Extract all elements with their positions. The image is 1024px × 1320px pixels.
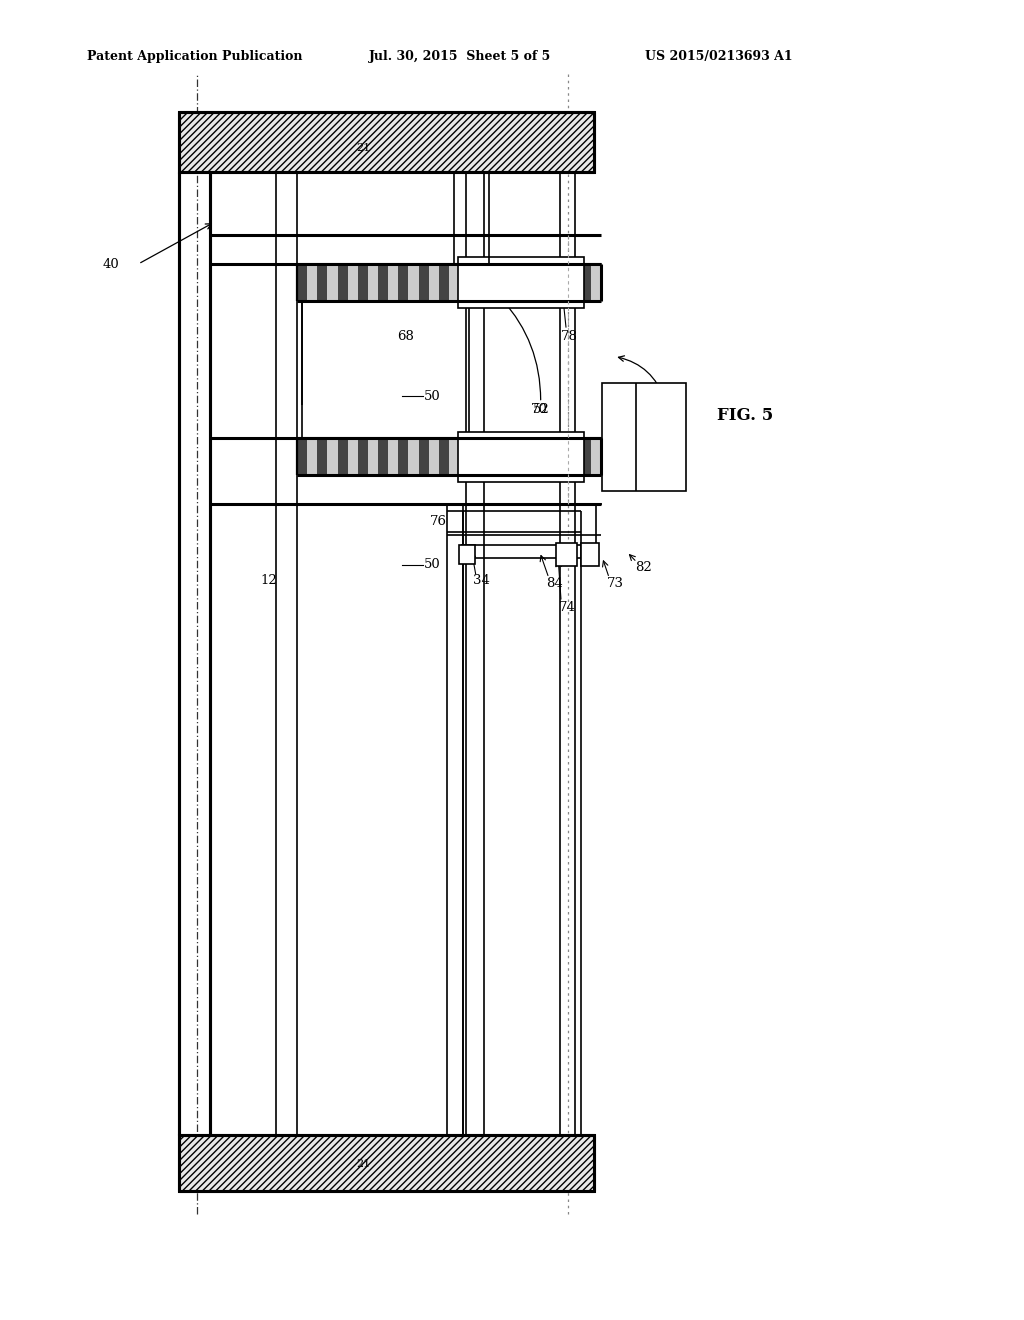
Bar bbox=[398, 264, 409, 301]
Bar bbox=[297, 264, 601, 301]
Bar bbox=[530, 438, 541, 475]
Text: 12: 12 bbox=[260, 574, 276, 587]
Bar bbox=[348, 264, 357, 301]
Bar bbox=[602, 383, 686, 491]
Bar bbox=[459, 264, 469, 301]
Bar bbox=[469, 264, 479, 301]
Bar bbox=[479, 264, 489, 301]
Bar bbox=[581, 438, 591, 475]
Bar bbox=[520, 438, 530, 475]
Bar bbox=[429, 438, 439, 475]
Text: 82: 82 bbox=[635, 561, 651, 574]
Text: 70: 70 bbox=[530, 403, 547, 416]
Text: 80: 80 bbox=[522, 465, 539, 478]
Bar bbox=[556, 543, 577, 566]
Bar bbox=[429, 264, 439, 301]
Bar bbox=[297, 438, 307, 475]
Bar bbox=[581, 264, 591, 301]
Bar bbox=[439, 264, 449, 301]
Bar bbox=[328, 438, 338, 475]
Bar bbox=[388, 264, 398, 301]
Bar bbox=[591, 264, 601, 301]
Bar bbox=[581, 543, 599, 566]
Bar bbox=[591, 438, 601, 475]
Bar bbox=[398, 438, 409, 475]
Bar bbox=[530, 264, 541, 301]
Bar bbox=[357, 438, 368, 475]
Text: 68: 68 bbox=[397, 330, 414, 343]
Bar bbox=[500, 264, 510, 301]
Bar bbox=[520, 264, 530, 301]
Text: 73: 73 bbox=[607, 577, 625, 590]
Text: 40: 40 bbox=[102, 257, 119, 271]
Bar bbox=[419, 438, 429, 475]
Bar bbox=[479, 438, 489, 475]
Text: 21: 21 bbox=[356, 143, 371, 153]
Bar bbox=[541, 438, 551, 475]
Bar bbox=[317, 438, 328, 475]
Bar bbox=[551, 438, 560, 475]
Bar bbox=[449, 438, 459, 475]
Bar bbox=[419, 264, 429, 301]
Bar bbox=[307, 264, 317, 301]
Bar bbox=[560, 264, 570, 301]
Bar bbox=[348, 438, 357, 475]
Bar bbox=[500, 438, 510, 475]
Bar bbox=[357, 264, 368, 301]
Text: 69: 69 bbox=[384, 459, 401, 473]
Text: 72: 72 bbox=[614, 440, 631, 453]
Text: FIG. 5: FIG. 5 bbox=[717, 408, 773, 424]
Text: 21: 21 bbox=[356, 1159, 371, 1170]
Bar bbox=[368, 264, 378, 301]
Bar bbox=[489, 438, 500, 475]
Bar bbox=[409, 264, 419, 301]
Text: 50: 50 bbox=[424, 558, 440, 572]
Bar bbox=[338, 438, 348, 475]
Text: Patent Application Publication: Patent Application Publication bbox=[87, 50, 302, 63]
Bar bbox=[458, 257, 584, 308]
Bar bbox=[570, 264, 581, 301]
Bar bbox=[449, 264, 459, 301]
Bar bbox=[458, 432, 584, 482]
Text: 50: 50 bbox=[424, 389, 440, 403]
Text: 84: 84 bbox=[546, 577, 562, 590]
Bar bbox=[459, 545, 475, 564]
Bar bbox=[378, 438, 388, 475]
Text: 34: 34 bbox=[473, 574, 489, 587]
Bar bbox=[551, 264, 560, 301]
Bar bbox=[459, 438, 469, 475]
Bar bbox=[570, 438, 581, 475]
Bar bbox=[297, 438, 601, 475]
Text: 11: 11 bbox=[668, 403, 684, 416]
Text: 78: 78 bbox=[561, 330, 578, 343]
Bar bbox=[489, 264, 500, 301]
Bar bbox=[179, 1135, 594, 1191]
Text: US 2015/0213693 A1: US 2015/0213693 A1 bbox=[645, 50, 793, 63]
Bar bbox=[541, 264, 551, 301]
Text: Jul. 30, 2015  Sheet 5 of 5: Jul. 30, 2015 Sheet 5 of 5 bbox=[369, 50, 551, 63]
Text: 74: 74 bbox=[559, 601, 575, 614]
Bar bbox=[469, 438, 479, 475]
Bar bbox=[510, 264, 520, 301]
Bar bbox=[560, 438, 570, 475]
Bar bbox=[317, 264, 328, 301]
Bar bbox=[179, 112, 594, 172]
Bar bbox=[328, 264, 338, 301]
Bar bbox=[378, 264, 388, 301]
Bar bbox=[338, 264, 348, 301]
Bar bbox=[297, 264, 307, 301]
Text: 52: 52 bbox=[532, 403, 549, 416]
Text: 76: 76 bbox=[430, 515, 447, 528]
Bar bbox=[409, 438, 419, 475]
Bar bbox=[439, 438, 449, 475]
Bar bbox=[368, 438, 378, 475]
Bar bbox=[510, 438, 520, 475]
Bar bbox=[388, 438, 398, 475]
Bar bbox=[307, 438, 317, 475]
